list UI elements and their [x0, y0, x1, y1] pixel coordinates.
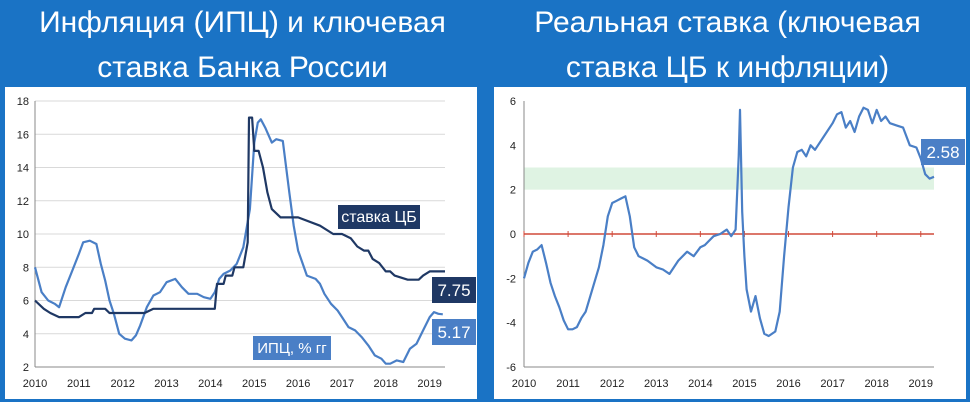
x-tick-label-2010: 2010 [23, 378, 47, 390]
left-chart-title: Инфляция (ИПЦ) и ключевая ставка Банка Р… [0, 0, 485, 88]
cpi-last-value-box [432, 319, 476, 345]
y-tick-label-4: 4 [510, 140, 516, 152]
x-tick-label-2016: 2016 [286, 378, 310, 390]
x-tick-label-2017: 2017 [820, 378, 844, 390]
real-rate-chart-panel: -6 -4 -2 0 2 4 6 2010 2011 2012 2013 2014 2015 2016 20… [494, 87, 966, 399]
y-tick-label-2: 2 [510, 185, 516, 197]
cpi-label: ИПЦ, % гг [257, 340, 327, 357]
left-title-line1: Инфляция (ИПЦ) и ключевая [39, 6, 446, 39]
target-band [524, 167, 934, 190]
inflation-chart-panel: 2 4 6 8 10 12 14 16 18 2010 2011 2012 2013 2014 2015 20… [5, 87, 477, 399]
y-tick-label-10: 10 [17, 229, 29, 241]
y-tick-label-18: 18 [17, 96, 29, 108]
x-tick-label-2016: 2016 [776, 378, 800, 390]
real-rate-series-line [522, 106, 935, 338]
key-rate-last-value-box [432, 277, 476, 303]
x-tick-label-2015: 2015 [242, 378, 266, 390]
y-tick-label-8: 8 [23, 262, 29, 274]
x-tick-label-2011: 2011 [556, 378, 580, 390]
inflation-key-rate-chart: 2 4 6 8 10 12 14 16 18 2010 2011 2012 2013 2014 2015 20… [17, 96, 476, 390]
y-tick-label-0: 0 [510, 229, 516, 241]
x-tick-label-2019: 2019 [417, 378, 441, 390]
key-rate-label-box [338, 205, 420, 229]
cpi-label-box [253, 336, 331, 360]
y-tick-label-2: 2 [23, 362, 29, 374]
y-tick-label-14: 14 [17, 163, 29, 175]
right-chart-title: Реальная ставка (ключевая ставка ЦБ к ин… [485, 0, 970, 88]
x-tick-label-2012: 2012 [600, 378, 624, 390]
x-tick-label-2014: 2014 [688, 378, 712, 390]
y-tick-label-12: 12 [17, 196, 29, 208]
x-tick-label-2013: 2013 [154, 378, 178, 390]
x-tick-label-2011: 2011 [67, 378, 91, 390]
key-rate-last-value: 7.75 [437, 281, 470, 300]
x-tick-label-2014: 2014 [198, 378, 222, 390]
x-tick-label-2019: 2019 [909, 378, 933, 390]
real-rate-chart: -6 -4 -2 0 2 4 6 2010 2011 2012 2013 2014 2015 2016 20… [506, 96, 965, 390]
cpi-series-line [33, 118, 443, 365]
x-tick-label-2012: 2012 [110, 378, 134, 390]
x-tick-label-2018: 2018 [374, 378, 398, 390]
y-tick-label--6: -6 [506, 362, 516, 374]
y-tick-label--4: -4 [506, 318, 516, 330]
key-rate-series-line [34, 116, 445, 319]
right-title-line1: Реальная ставка (ключевая [534, 6, 921, 39]
x-tick-label-2010: 2010 [512, 378, 536, 390]
y-tick-label-6: 6 [510, 96, 516, 108]
y-tick-label--2: -2 [506, 273, 516, 285]
y-tick-label-16: 16 [17, 129, 29, 141]
x-tick-label-2013: 2013 [644, 378, 668, 390]
x-tick-label-2015: 2015 [732, 378, 756, 390]
x-tick-label-2017: 2017 [330, 378, 354, 390]
real-rate-last-value-box [921, 139, 965, 165]
key-rate-label: ставка ЦБ [341, 209, 417, 226]
x-tick-label-2018: 2018 [864, 378, 888, 390]
y-tick-label-6: 6 [23, 296, 29, 308]
real-rate-last-value: 2.58 [926, 143, 959, 162]
right-title-line2: ставка ЦБ к инфляции) [565, 51, 890, 84]
left-title-line2: ставка Банка России [97, 51, 388, 84]
y-tick-label-4: 4 [23, 329, 29, 341]
cpi-last-value: 5.17 [437, 323, 470, 342]
